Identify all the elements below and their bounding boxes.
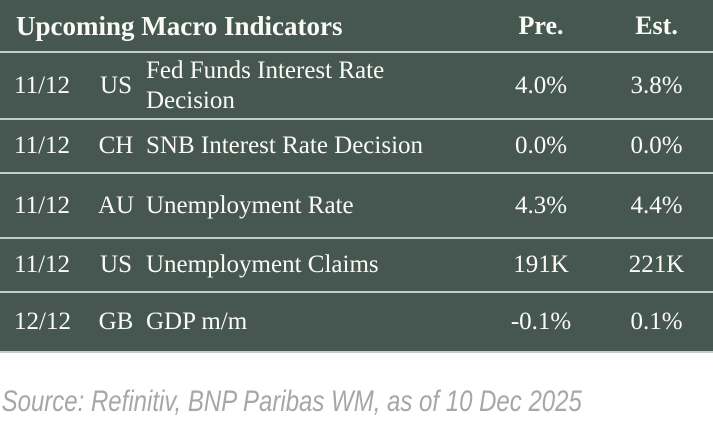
source-text: Source: Refinitiv, BNP Paribas WM, as of…	[1, 385, 582, 418]
table-row: 11/12 US Fed Funds Interest Rate Decisio…	[0, 52, 713, 120]
table-row: 11/12 US Unemployment Claims 191K 221K	[0, 238, 713, 293]
indicator-cell: Unemployment Rate	[142, 173, 483, 239]
indicator-cell: Unemployment Claims	[142, 238, 483, 293]
estimate-value-cell: 0.0%	[600, 119, 713, 174]
estimate-value-cell: 221K	[600, 238, 713, 293]
column-header-est: Est.	[600, 0, 713, 53]
table-title: Upcoming Macro Indicators	[0, 0, 483, 53]
country-cell: US	[90, 238, 142, 293]
country-cell: GB	[90, 292, 142, 353]
date-cell: 11/12	[0, 173, 90, 239]
country-cell: AU	[90, 173, 142, 239]
indicator-cell: Fed Funds Interest Rate Decision	[142, 52, 483, 120]
country-cell: CH	[90, 119, 142, 174]
footer: Source: Refinitiv, BNP Paribas WM, as of…	[0, 353, 713, 425]
estimate-value-cell: 0.1%	[600, 292, 713, 353]
estimate-value-cell: 4.4%	[600, 173, 713, 239]
table-row: 11/12 AU Unemployment Rate 4.3% 4.4%	[0, 173, 713, 239]
previous-value-cell: 4.0%	[482, 52, 601, 120]
previous-value-cell: 191K	[482, 238, 601, 293]
date-cell: 11/12	[0, 52, 90, 120]
previous-value-cell: 4.3%	[482, 173, 601, 239]
column-header-pre: Pre.	[482, 0, 601, 53]
country-cell: US	[90, 52, 142, 120]
indicator-cell: GDP m/m	[142, 292, 483, 353]
previous-value-cell: -0.1%	[482, 292, 601, 353]
table-header-row: Upcoming Macro Indicators Pre. Est.	[0, 0, 713, 53]
macro-indicators-table: Upcoming Macro Indicators Pre. Est. 11/1…	[0, 0, 713, 353]
date-cell: 11/12	[0, 119, 90, 174]
date-cell: 12/12	[0, 292, 90, 353]
date-cell: 11/12	[0, 238, 90, 293]
previous-value-cell: 0.0%	[482, 119, 601, 174]
estimate-value-cell: 3.8%	[600, 52, 713, 120]
table-row: 12/12 GB GDP m/m -0.1% 0.1%	[0, 292, 713, 353]
indicator-cell: SNB Interest Rate Decision	[142, 119, 483, 174]
table-row: 11/12 CH SNB Interest Rate Decision 0.0%…	[0, 119, 713, 174]
